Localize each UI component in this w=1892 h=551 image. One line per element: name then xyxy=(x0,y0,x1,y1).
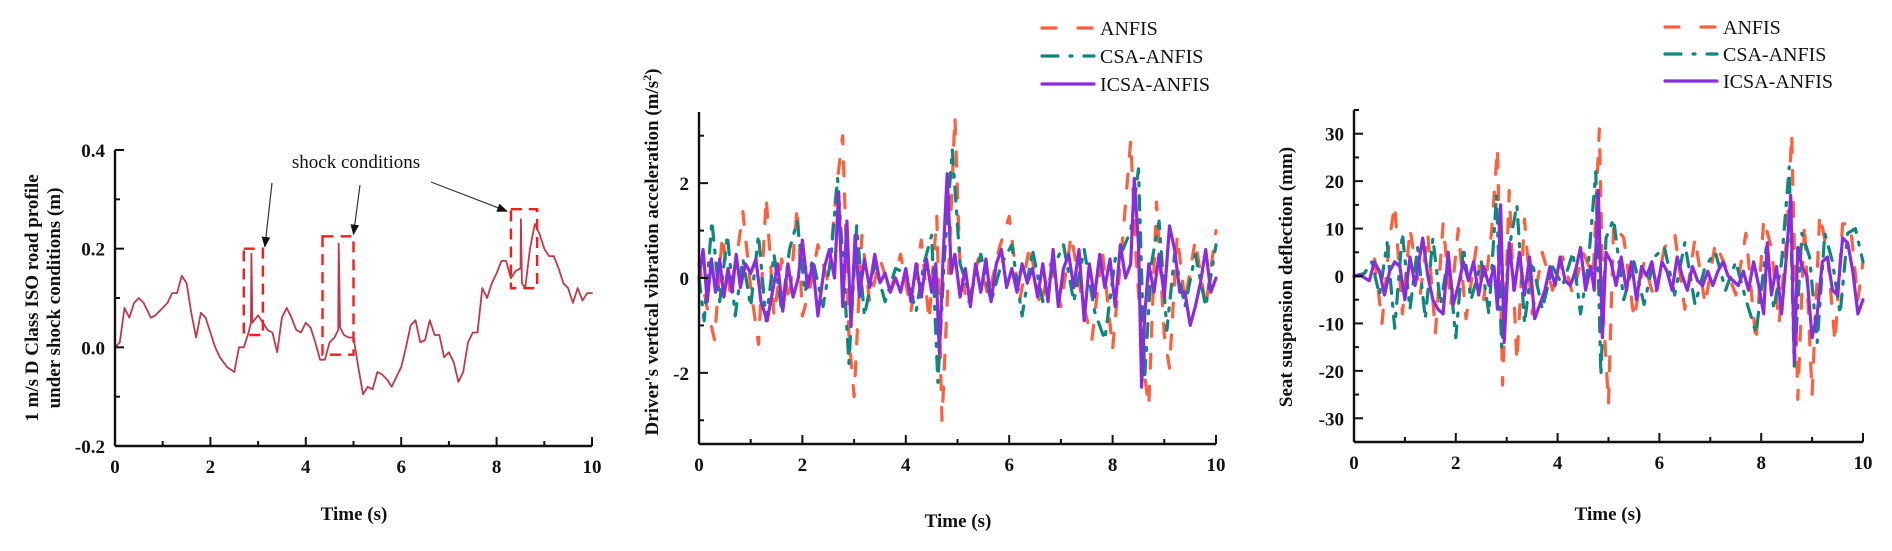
vertical-acceleration-x-tick-label: 10 xyxy=(1207,455,1226,476)
road-profile-x-tick-label: 0 xyxy=(110,457,120,478)
vertical-acceleration-y-tick-label: 0 xyxy=(680,269,690,290)
seat-suspension-deflection-y-tick-label: -30 xyxy=(1319,409,1344,430)
annotation-arrow xyxy=(261,182,273,248)
seat-suspension-deflection-x-tick-label: 2 xyxy=(1451,453,1461,474)
shock-condition-box xyxy=(509,207,539,290)
annotation-arrow xyxy=(430,181,508,212)
vertical-acceleration-x-axis-title: Time (s) xyxy=(925,511,992,532)
road-profile-y-axis-title-line2: under shock conditions (m) xyxy=(44,188,65,409)
road-profile-chart: 1 m/s D Class ISO road profile under sho… xyxy=(22,141,602,525)
seat-suspension-deflection-legend-label: ICSA-ANFIS xyxy=(1723,71,1833,93)
vertical-acceleration-y-axis-title-close: ) xyxy=(642,69,663,75)
road-profile-y-tick-label: 0.2 xyxy=(81,240,105,261)
vertical-acceleration-legend-label: CSA-ANFIS xyxy=(1100,46,1203,68)
shock-condition-box xyxy=(242,247,265,337)
vertical-acceleration-x-tick-label: 2 xyxy=(798,455,808,476)
vertical-acceleration-series-csa-anfis xyxy=(697,148,1218,384)
vertical-acceleration-x-tick-label: 0 xyxy=(694,455,704,476)
shock-conditions-annotation: shock conditions xyxy=(292,152,420,173)
seat-suspension-deflection-x-tick-label: 8 xyxy=(1756,453,1766,474)
seat-suspension-deflection-y-tick-label: 10 xyxy=(1325,220,1344,241)
vertical-acceleration-legend-label: ANFIS xyxy=(1100,18,1158,40)
vertical-acceleration-y-axis-title: Driver's vertical vibration acceleration… xyxy=(640,69,663,436)
vertical-acceleration-y-tick-label: 2 xyxy=(680,174,690,195)
vertical-acceleration-series-anfis xyxy=(697,115,1218,422)
seat-suspension-deflection-legend-label: CSA-ANFIS xyxy=(1723,44,1826,66)
seat-suspension-deflection-y-tick-label: 20 xyxy=(1325,172,1344,193)
shock-condition-box xyxy=(321,235,355,356)
seat-suspension-deflection-y-tick-label: 0 xyxy=(1335,267,1345,288)
vertical-acceleration-chart: Driver's vertical vibration acceleration… xyxy=(640,18,1226,532)
seat-suspension-deflection-y-tick-label: -10 xyxy=(1319,314,1344,335)
seat-suspension-deflection-y-tick-label: -20 xyxy=(1319,362,1344,383)
vertical-acceleration-x-tick-label: 6 xyxy=(1004,455,1014,476)
seat-suspension-deflection-series-csa-anfis xyxy=(1352,165,1865,378)
seat-suspension-deflection-x-tick-label: 10 xyxy=(1854,453,1873,474)
road-profile-x-tick-label: 10 xyxy=(583,457,602,478)
vertical-acceleration-x-tick-label: 8 xyxy=(1108,455,1118,476)
road-profile-y-tick-label: -0.2 xyxy=(75,437,105,458)
road-profile-y-axis-title: 1 m/s D Class ISO road profile under sho… xyxy=(22,174,65,421)
seat-suspension-deflection-y-tick-label: 30 xyxy=(1325,125,1344,146)
seat-suspension-deflection-x-tick-label: 0 xyxy=(1349,453,1359,474)
vertical-acceleration-y-axis-title-main: Driver's vertical vibration acceleration… xyxy=(642,81,663,436)
road-profile-x-tick-label: 8 xyxy=(492,457,502,478)
vertical-acceleration-y-tick-label: -2 xyxy=(673,364,689,385)
seat-suspension-deflection-legend-label: ANFIS xyxy=(1723,17,1781,39)
vertical-acceleration-series-icsa-anfis xyxy=(697,172,1218,389)
seat-suspension-y-axis-title: Seat suspension deflection (mm) xyxy=(1276,147,1297,407)
seat-suspension-deflection-series-icsa-anfis xyxy=(1352,189,1865,363)
seat-suspension-deflection-chart: Seat suspension deflection (mm) Time (s)… xyxy=(1276,17,1873,525)
road-profile-x-tick-label: 6 xyxy=(396,457,406,478)
vertical-acceleration-x-tick-label: 4 xyxy=(901,455,911,476)
vertical-acceleration-y-axis-title-superscript: 2 xyxy=(640,75,654,81)
road-profile-x-axis-title: Time (s) xyxy=(321,504,388,525)
road-profile-x-tick-label: 4 xyxy=(301,457,311,478)
vertical-acceleration-legend-label: ICSA-ANFIS xyxy=(1100,74,1210,96)
seat-suspension-deflection-x-tick-label: 4 xyxy=(1553,453,1563,474)
seat-suspension-x-axis-title: Time (s) xyxy=(1575,504,1642,525)
seat-suspension-deflection-x-tick-label: 6 xyxy=(1655,453,1665,474)
road-profile-x-tick-label: 2 xyxy=(206,457,216,478)
road-profile-y-tick-label: 0.4 xyxy=(81,141,105,162)
road-profile-y-tick-label: 0.0 xyxy=(81,338,105,359)
road-profile-y-axis-title-line1: 1 m/s D Class ISO road profile xyxy=(22,174,43,421)
annotation-arrow xyxy=(350,184,361,236)
